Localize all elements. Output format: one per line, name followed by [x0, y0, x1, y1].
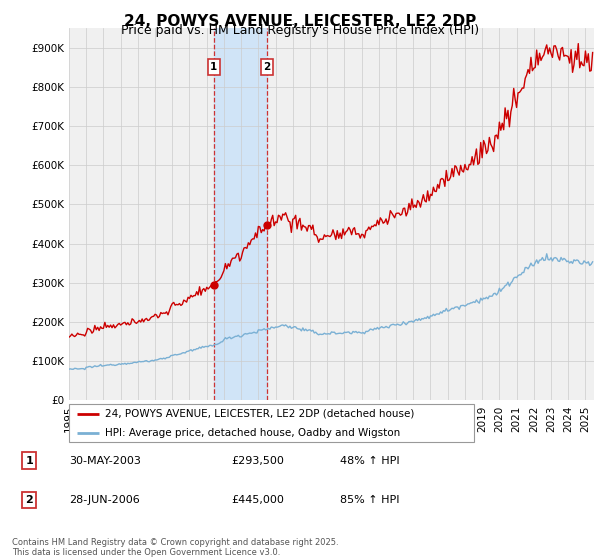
Bar	[214, 28, 267, 400]
Text: 28-JUN-2006: 28-JUN-2006	[70, 495, 140, 505]
Text: Contains HM Land Registry data © Crown copyright and database right 2025.
This d: Contains HM Land Registry data © Crown c…	[12, 538, 338, 557]
Text: 24, POWYS AVENUE, LEICESTER, LE2 2DP: 24, POWYS AVENUE, LEICESTER, LE2 2DP	[124, 14, 476, 29]
Text: 30-MAY-2003: 30-MAY-2003	[70, 456, 142, 465]
Text: 24, POWYS AVENUE, LEICESTER, LE2 2DP (detached house): 24, POWYS AVENUE, LEICESTER, LE2 2DP (de…	[106, 409, 415, 419]
Text: £293,500: £293,500	[231, 456, 284, 465]
Text: 85% ↑ HPI: 85% ↑ HPI	[340, 495, 400, 505]
Text: 1: 1	[25, 456, 33, 465]
Text: 48% ↑ HPI: 48% ↑ HPI	[340, 456, 400, 465]
Text: 1: 1	[210, 62, 217, 72]
Text: 2: 2	[25, 495, 33, 505]
Text: HPI: Average price, detached house, Oadby and Wigston: HPI: Average price, detached house, Oadb…	[106, 428, 401, 438]
FancyBboxPatch shape	[69, 404, 474, 442]
Text: Price paid vs. HM Land Registry's House Price Index (HPI): Price paid vs. HM Land Registry's House …	[121, 24, 479, 37]
Text: £445,000: £445,000	[231, 495, 284, 505]
Text: 2: 2	[263, 62, 271, 72]
